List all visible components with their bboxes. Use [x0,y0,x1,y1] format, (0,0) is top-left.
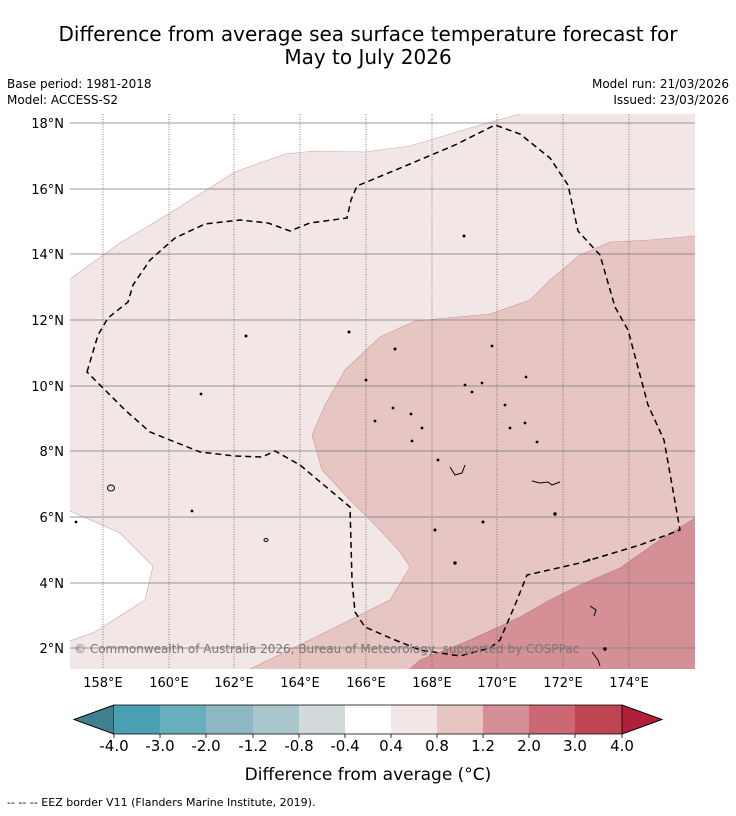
colorbar-swatch [575,705,622,734]
contour-0.8 [249,235,695,669]
colorbar-ticks [113,734,623,738]
colorbar-swatch [160,705,206,734]
chart-title: Difference from average sea surface temp… [0,23,736,69]
colorbar-label: 2.0 [517,737,541,755]
graticule [102,114,630,669]
lat-label: 8°N [40,445,65,460]
colorbar-swatch [345,705,391,734]
islands [74,234,607,667]
eez-border [86,124,681,657]
lon-label: 162°E [214,676,254,691]
colorbar-extend-high [621,704,664,735]
colorbar-label: -1.2 [238,737,267,755]
title-line-2: May to July 2026 [284,45,452,69]
colorbar-swatch [437,705,483,734]
lat-label: 12°N [31,314,64,329]
colorbar-extend-low [72,704,115,735]
colorbar-label: 0.8 [425,737,449,755]
lat-label: 4°N [40,577,65,592]
colorbar-label: 0.4 [379,737,403,755]
meta-left: Base period: 1981-2018 Model: ACCESS-S2 [7,76,152,108]
lon-label: 172°E [543,676,583,691]
colorbar-swatch [206,705,253,734]
model-name: Model: ACCESS-S2 [7,93,119,107]
colorbar-swatch [529,705,575,734]
base-period: Base period: 1981-2018 [7,77,152,91]
issued-date: Issued: 23/03/2026 [613,93,729,107]
lon-axis: 158°E 160°E 162°E 164°E 166°E 168°E 170°… [83,676,649,691]
lat-label: 18°N [31,117,64,132]
lat-axis: 18°N 16°N 14°N 12°N 10°N 8°N 6°N 4°N 2°N [31,117,64,657]
colorbar: -4.0 -3.0 -2.0 -1.2 -0.8 -0.4 0.4 0.8 1.… [72,704,664,785]
lat-label: 14°N [31,248,64,263]
lon-label: 164°E [280,676,320,691]
lat-label: 2°N [40,642,65,657]
lon-label: 158°E [83,676,123,691]
lat-label: 16°N [31,183,64,198]
colorbar-swatch [253,705,299,734]
lon-label: 174°E [609,676,649,691]
lon-label: 160°E [149,676,189,691]
lon-label: 170°E [477,676,517,691]
anomaly-region-0.8-1.2 [250,236,695,669]
colorbar-label: 1.2 [471,737,495,755]
map-plot-area: © Commonwealth of Australia 2026, Bureau… [70,114,695,669]
lat-label: 6°N [40,511,65,526]
colorbar-label: -3.0 [145,737,174,755]
colorbar-labels: -4.0 -3.0 -2.0 -1.2 -0.8 -0.4 0.4 0.8 1.… [99,737,634,755]
colorbar-title: Difference from average (°C) [245,765,492,785]
title-line-1: Difference from average sea surface temp… [58,22,678,46]
map-credit: © Commonwealth of Australia 2026, Bureau… [74,642,579,656]
eez-footnote: -- -- -- EEZ border V11 (Flanders Marine… [7,796,316,809]
model-run: Model run: 21/03/2026 [591,77,729,91]
graticule-lat [70,122,695,649]
colorbar-label: 3.0 [563,737,587,755]
colorbar-swatch [391,705,437,734]
meta-right: Model run: 21/03/2026 Issued: 23/03/2026 [592,76,729,108]
colorbar-swatch [114,705,160,734]
colorbar-label: 4.0 [610,737,634,755]
colorbar-swatch [299,705,345,734]
lat-label: 10°N [31,380,64,395]
colorbar-label: -4.0 [99,737,128,755]
colorbar-swatch [483,705,529,734]
colorbar-label: -0.4 [330,737,359,755]
lon-label: 166°E [346,676,386,691]
lon-label: 168°E [412,676,452,691]
anomaly-region-1.2-2.0 [410,518,695,669]
contour-1.2 [409,517,695,669]
colorbar-label: -0.8 [284,737,313,755]
colorbar-label: -2.0 [191,737,220,755]
